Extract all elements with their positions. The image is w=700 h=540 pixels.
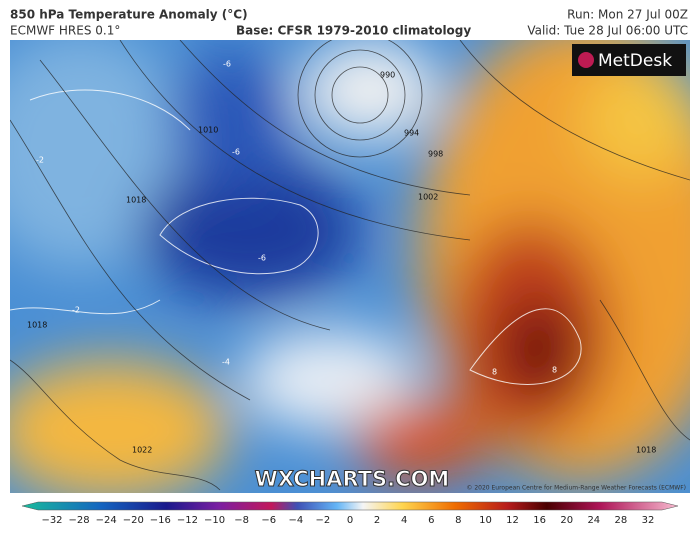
valid: Valid: Tue 28 Jul 06:00 UTC (527, 24, 688, 38)
anomaly-label: -6 (258, 254, 266, 263)
anomaly-label: -6 (223, 60, 231, 69)
base: Base: CFSR 1979-2010 climatology (236, 24, 471, 38)
colorbar-label: −32 (41, 515, 62, 526)
colorbar-label: 16 (533, 515, 546, 526)
watermark: WXCHARTS.COM (255, 467, 450, 491)
colorbar-labels: −32 −28 −24 −20 −16 −12 −10 −8 −6 −4 −2 0 2 4 6 8 10 12 16… (41, 515, 654, 526)
anomaly-label: -2 (72, 306, 80, 315)
map (10, 40, 690, 493)
colorbar-label: 2 (374, 515, 380, 526)
colorbar-label: −20 (123, 515, 144, 526)
isobar-label: 1018 (126, 196, 146, 205)
colorbar-label: 4 (401, 515, 407, 526)
colorbar-label: −16 (150, 515, 171, 526)
colorbar-label: −12 (177, 515, 198, 526)
isobar-label: 998 (428, 150, 443, 159)
anomaly-label: 8 (552, 366, 557, 375)
colorbar-label: −10 (204, 515, 225, 526)
colorbar-label: 24 (587, 515, 600, 526)
colorbar (21, 501, 679, 511)
anomaly-label: -6 (232, 148, 240, 157)
anomaly-label: -4 (222, 358, 230, 367)
isobar-label: 1010 (198, 126, 218, 135)
colorbar-label: 20 (560, 515, 573, 526)
logo-icon (578, 52, 594, 68)
colorbar-label: −24 (96, 515, 117, 526)
isobar-label: 1022 (132, 446, 152, 455)
run: Run: Mon 27 Jul 00Z (567, 8, 688, 22)
isobar-label: 994 (404, 129, 419, 138)
colorbar-label: 8 (455, 515, 461, 526)
colorbar-label: −8 (234, 515, 249, 526)
isobar-label: 990 (380, 71, 395, 80)
colorbar-label: −2 (316, 515, 331, 526)
isobar-label: 1018 (636, 446, 656, 455)
colorbar-label: −4 (288, 515, 303, 526)
colorbar-label: 28 (615, 515, 628, 526)
colorbar-label: 32 (642, 515, 655, 526)
isobar-label: 1002 (418, 193, 438, 202)
anomaly-label: -2 (36, 156, 44, 165)
title: 850 hPa Temperature Anomaly (°C) (10, 8, 248, 22)
colorbar-label: 10 (479, 515, 492, 526)
logo: MetDesk (598, 51, 672, 71)
colorbar-label: −28 (69, 515, 90, 526)
model: ECMWF HRES 0.1° (10, 24, 120, 38)
colorbar-label: 12 (506, 515, 519, 526)
colorbar-label: −6 (261, 515, 276, 526)
isobar-label: 1018 (27, 321, 47, 330)
colorbar-label: 0 (347, 515, 353, 526)
colorbar-label: 6 (428, 515, 434, 526)
anomaly-label: 8 (492, 368, 497, 377)
copyright: © 2020 European Centre for Medium-Range … (466, 485, 686, 492)
